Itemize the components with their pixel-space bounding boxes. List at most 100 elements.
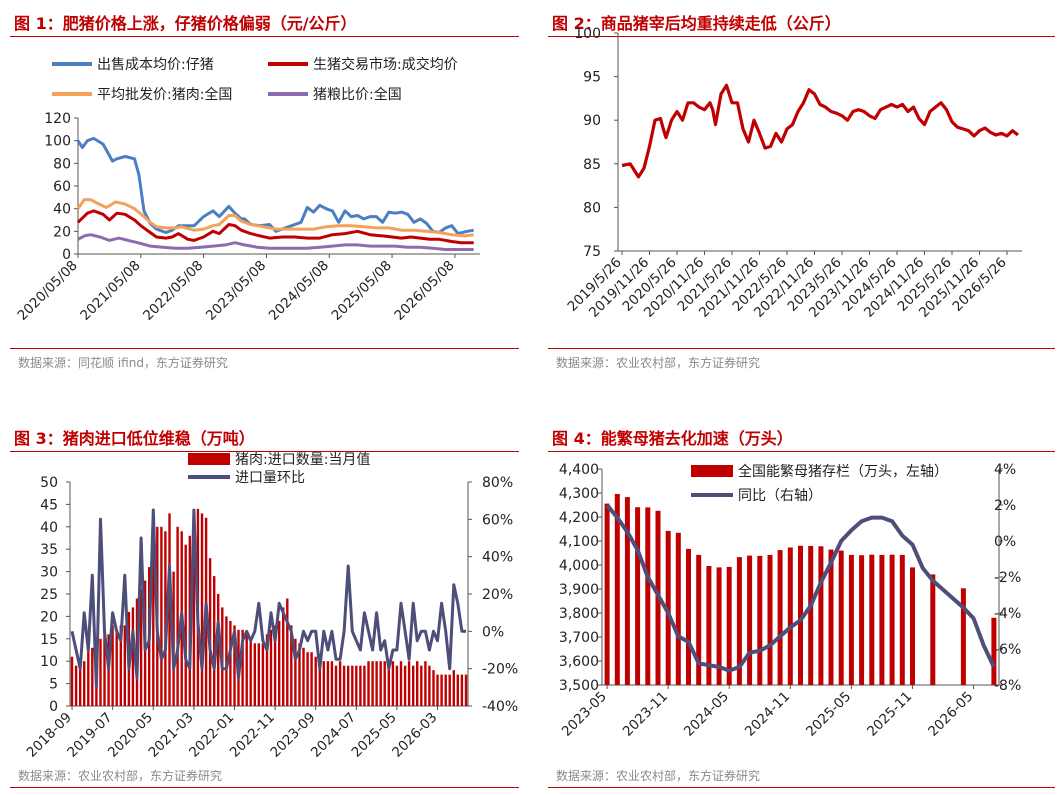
bar [818,546,824,685]
y-tick-label-left: 3,600 [559,654,599,670]
y-tick-label-right: -4% [994,606,1021,622]
bar [249,638,252,706]
bar [899,554,905,685]
bar [208,558,212,706]
bar [314,656,317,706]
bar [91,647,94,706]
chart-1: 0 20 40 60 80 100 120 2020/05/082021/05/082022/… [14,56,480,324]
bar [371,661,374,706]
bar [665,530,671,685]
y-tick-label-left: 40 [40,520,58,536]
bar [233,625,236,706]
source-rule-4 [548,787,1055,788]
y-tick-label-left: 45 [40,497,58,513]
bar [351,665,354,706]
y-tick-label: 120 [44,111,71,127]
bar [241,629,244,706]
y-tick-label: 85 [583,157,601,173]
bar [456,674,459,706]
bar [318,656,321,706]
bar [448,674,451,706]
bar [261,643,265,706]
series-line-yoy [605,503,996,673]
bar [119,625,122,706]
x-tick-label: 2021/05/08 [77,258,143,324]
bar [428,665,431,706]
legend-label-3: 平均批发价:猪肉:全国 [97,86,232,103]
y-tick-label-left: 35 [40,542,58,558]
series-line-3 [76,198,474,238]
y-tick-label-right: 4% [994,462,1016,478]
y-tick-label-left: 4,400 [559,462,599,478]
bar [342,665,346,706]
legend-label-bars: 全国能繁母猪存栏（万头，左轴） [738,463,948,480]
bar [229,620,232,706]
y-tick-label-left: 50 [40,475,58,491]
bar [375,661,378,706]
bar [635,507,641,685]
title-rule-1 [10,36,519,37]
bar [675,532,681,685]
bar [645,507,651,685]
bar [706,566,712,685]
y-tick-label-right: 20% [482,587,513,603]
bar [184,544,187,706]
bar [869,554,875,685]
bar [859,555,865,685]
bar [436,674,439,706]
chart-2-title: 图 2：商品猪宰后均重持续走低（公斤） [552,14,841,33]
bar [302,647,305,706]
y-tick-label: 90 [583,113,601,129]
y-tick-label-left: 4,100 [559,534,599,550]
y-tick-label-right: -2% [994,570,1021,586]
bar [123,625,126,706]
bar [282,607,285,706]
y-tick-label-left: 0 [49,699,58,715]
legend-label-4: 猪粮比价:全国 [313,86,402,103]
chart-2: 75808590951002019/5/262019/11/262020/5/2… [565,26,1022,321]
x-tick-label: 2025/05/08 [329,258,395,324]
chart-2-source: 数据来源：农业农村部，东方证券研究 [556,356,761,370]
y-tick-label-left: 4,300 [559,486,599,502]
bar [103,629,106,706]
y-tick-label: 80 [53,156,71,172]
bar [828,549,834,685]
bar [306,652,309,706]
bar [139,589,143,706]
bar [273,625,277,706]
y-tick-label-left: 3,900 [559,582,599,598]
bar [253,643,256,706]
x-tick-label: 2025-11 [864,689,915,740]
chart-3-source: 数据来源：农业农村部，东方证券研究 [18,769,223,783]
bar [464,674,468,706]
bar [808,546,814,685]
y-tick-label: 40 [53,202,71,218]
bar [395,665,399,706]
bar [290,625,293,706]
bar [286,598,289,706]
y-tick-label-left: 20 [40,609,58,625]
bar [848,554,854,685]
bar [604,503,610,685]
y-tick-label-right: -40% [482,699,518,715]
y-tick-label-right: 40% [482,550,513,566]
legend-swatch-bars [691,465,733,477]
x-tick-label: 2024/05/08 [266,258,332,324]
bar [74,665,78,706]
bar [294,638,297,706]
panel-4: 图 4：能繁母猪去化加速（万头） 3,500 3,600 3,700 3,800 3,9… [548,425,1055,795]
y-tick-label-right: 0% [482,624,504,640]
y-tick-label: 100 [44,134,71,150]
source-rule-3 [10,787,519,788]
bar [403,665,407,706]
bar [363,665,366,706]
y-tick-label-left: 30 [40,565,58,581]
y-tick-label: 80 [583,200,601,216]
bar [747,555,753,685]
x-tick-label: 2026-05 [925,689,976,740]
bar [213,576,216,706]
series-line-1 [76,136,474,236]
bar [387,661,390,706]
legend-swatch-bars [188,453,230,465]
x-tick-label: 2026/05/08 [391,258,457,324]
